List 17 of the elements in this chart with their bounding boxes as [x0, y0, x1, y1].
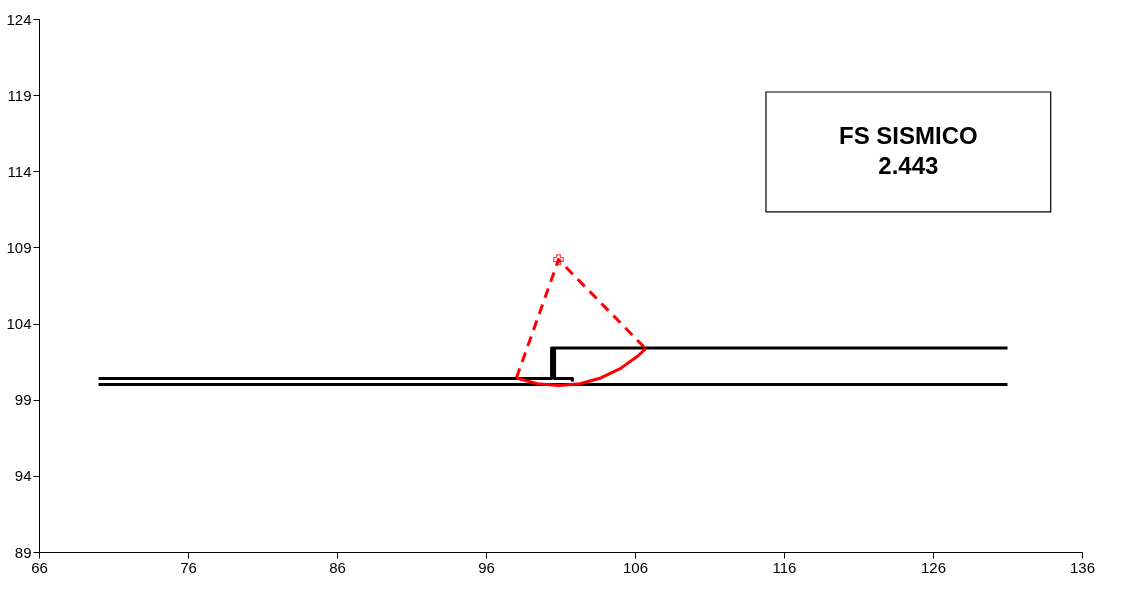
x-tick-label: 116: [772, 558, 797, 576]
x-tick-label: 96: [478, 558, 495, 576]
x-tick-label: 136: [1069, 558, 1096, 576]
y-tick-label: 124: [6, 10, 32, 28]
y-tick-label: 94: [14, 467, 32, 485]
y-tick-label: 119: [7, 86, 32, 104]
x-tick-label: 126: [920, 558, 947, 576]
x-tick-label: 76: [180, 558, 197, 576]
x-tick-label: 66: [31, 558, 48, 576]
x-tick-label: 106: [622, 558, 649, 576]
annotation: FS SISMICO 2.443: [839, 122, 978, 180]
y-tick-label: 99: [14, 391, 32, 409]
y-tick-label: 114: [7, 162, 32, 180]
x-tick-label: 86: [329, 558, 346, 576]
y-tick-label: 109: [6, 238, 32, 256]
y-tick-label: 89: [14, 543, 32, 561]
y-tick-label: 104: [6, 315, 32, 333]
